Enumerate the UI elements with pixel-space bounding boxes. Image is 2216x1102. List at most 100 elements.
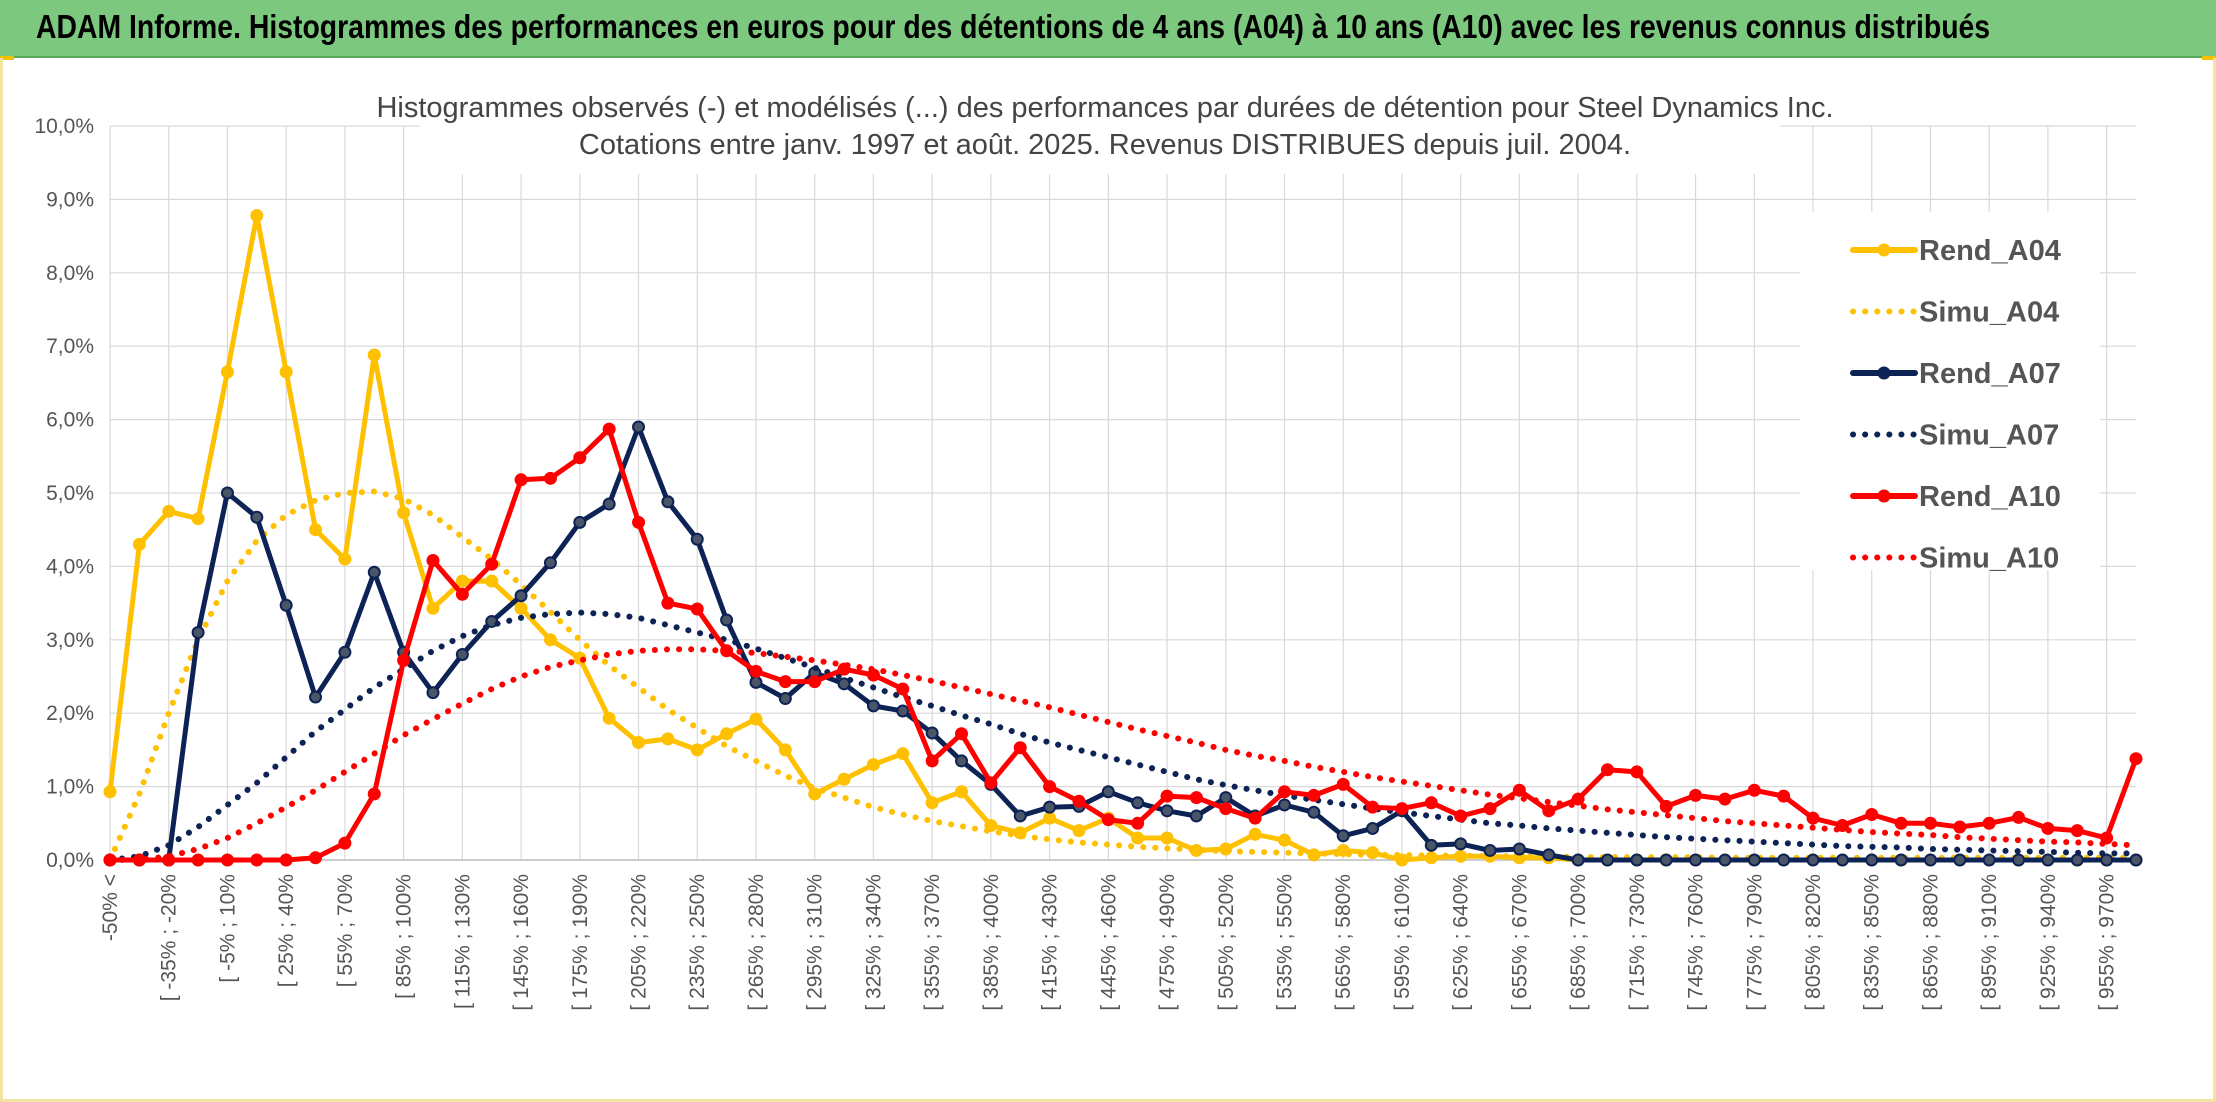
report-banner: ADAM Informe. Histogrammes des performan… [0, 0, 2216, 58]
data-point-Rend_A07 [1953, 853, 1967, 867]
data-point-Rend_A10 [309, 851, 323, 865]
data-point-Rend_A04 [925, 796, 939, 810]
data-point-Rend_A04 [1395, 853, 1409, 867]
x-tick-label: [ -35% ; -20% [158, 874, 181, 1001]
data-point-Rend_A10 [1835, 819, 1849, 833]
data-point-Rend_A07 [1160, 804, 1174, 818]
data-point-Rend_A04 [250, 209, 264, 223]
data-point-Rend_A07 [2070, 853, 2084, 867]
data-point-Rend_A07 [1424, 838, 1438, 852]
corner-accent-right [2202, 56, 2216, 60]
data-point-Rend_A10 [1013, 741, 1027, 755]
x-tick-label: [ 505% ; 520% [1215, 874, 1238, 1011]
data-point-Rend_A07 [632, 420, 646, 434]
series-Rend_A07 [103, 420, 2143, 867]
x-tick-label: [ 415% ; 430% [1039, 874, 1062, 1011]
y-tick-label: 7,0% [46, 335, 94, 358]
y-tick-label: 10,0% [34, 115, 94, 138]
x-tick-label: [ 325% ; 340% [862, 874, 885, 1011]
data-point-Rend_A07 [367, 565, 381, 579]
data-point-Rend_A07 [1542, 848, 1556, 862]
report-title: ADAM Informe. Histogrammes des performan… [36, 8, 1991, 45]
legend-label: Rend_A07 [1919, 358, 2061, 390]
data-point-Rend_A10 [808, 675, 822, 689]
legend-marker [1877, 243, 1891, 257]
data-point-Rend_A10 [543, 471, 557, 485]
data-point-Rend_A07 [250, 510, 264, 524]
data-point-Rend_A10 [955, 727, 969, 741]
x-tick-label: [ 535% ; 550% [1273, 874, 1296, 1011]
data-point-Rend_A07 [191, 625, 205, 639]
data-point-Rend_A10 [250, 853, 264, 867]
legend-label: Simu_A10 [1919, 543, 2059, 575]
series-Simu_A10 [107, 646, 2139, 863]
data-point-Rend_A07 [1747, 853, 1761, 867]
x-tick-label: [ 745% ; 760% [1685, 874, 1708, 1011]
data-point-Rend_A07 [1307, 805, 1321, 819]
data-point-Rend_A04 [1072, 824, 1086, 838]
data-point-Rend_A10 [2129, 752, 2143, 766]
data-point-Rend_A10 [2041, 821, 2055, 835]
data-point-Rend_A07 [1043, 800, 1057, 814]
data-point-Rend_A07 [1865, 853, 1879, 867]
x-tick-label: [ 175% ; 190% [569, 874, 592, 1011]
data-point-Rend_A04 [514, 601, 528, 615]
data-point-Rend_A10 [1542, 804, 1556, 818]
x-tick-label: [ 25% ; 40% [275, 874, 298, 987]
x-tick-label: -50% < [99, 874, 122, 941]
series-Simu_A07 [107, 609, 2139, 863]
data-point-Rend_A10 [1659, 799, 1673, 813]
y-tick-label: 9,0% [46, 188, 94, 211]
corner-accent-left [0, 56, 14, 60]
legend-entry-Rend_A10: Rend_A10 [1850, 481, 2061, 513]
data-point-Rend_A04 [896, 747, 910, 761]
legend-entry-Rend_A04: Rend_A04 [1850, 235, 2061, 267]
data-point-Rend_A04 [837, 772, 851, 786]
data-point-Rend_A07 [1600, 853, 1614, 867]
data-point-Rend_A07 [514, 589, 528, 603]
data-point-Rend_A07 [1277, 798, 1291, 812]
data-point-Rend_A04 [1131, 831, 1145, 845]
data-point-Rend_A10 [1865, 807, 1879, 821]
data-point-Rend_A04 [103, 785, 117, 799]
data-point-Rend_A04 [661, 732, 675, 746]
data-point-Rend_A10 [1953, 820, 1967, 834]
data-point-Rend_A07 [1366, 821, 1380, 835]
title-background [420, 84, 1780, 174]
data-point-Rend_A07 [279, 598, 293, 612]
data-point-Rend_A04 [690, 743, 704, 757]
data-point-Rend_A10 [1366, 800, 1380, 814]
legend-entry-Rend_A07: Rend_A07 [1850, 358, 2061, 390]
data-point-Rend_A10 [191, 853, 205, 867]
data-point-Rend_A10 [1219, 802, 1233, 816]
data-point-Rend_A07 [573, 515, 587, 529]
data-point-Rend_A04 [191, 512, 205, 526]
data-point-Rend_A10 [338, 836, 352, 850]
data-point-Rend_A10 [2100, 831, 2114, 845]
data-point-Rend_A04 [602, 711, 616, 725]
data-point-Rend_A10 [279, 853, 293, 867]
data-point-Rend_A10 [485, 557, 499, 571]
data-point-Rend_A07 [1512, 842, 1526, 856]
data-point-Rend_A04 [1277, 833, 1291, 847]
legend-label: Simu_A04 [1919, 297, 2059, 329]
data-point-Rend_A07 [338, 645, 352, 659]
data-point-Rend_A10 [1043, 780, 1057, 794]
data-point-Rend_A10 [1777, 789, 1791, 803]
data-point-Rend_A07 [1483, 843, 1497, 857]
data-point-Rend_A07 [1923, 853, 1937, 867]
chart-series [103, 209, 2143, 867]
data-point-Rend_A10 [1277, 785, 1291, 799]
data-point-Rend_A04 [1160, 831, 1174, 845]
x-tick-label: [ 805% ; 820% [1802, 874, 1825, 1011]
series-line-Rend_A10 [107, 426, 2139, 863]
data-point-Rend_A10 [1982, 816, 1996, 830]
data-point-Rend_A10 [661, 596, 675, 610]
data-point-Rend_A04 [778, 743, 792, 757]
data-point-Rend_A10 [632, 515, 646, 529]
data-point-Rend_A07 [690, 532, 704, 546]
x-tick-label: [ 85% ; 100% [393, 874, 416, 999]
data-point-Rend_A04 [309, 523, 323, 537]
data-point-Rend_A07 [2041, 853, 2055, 867]
